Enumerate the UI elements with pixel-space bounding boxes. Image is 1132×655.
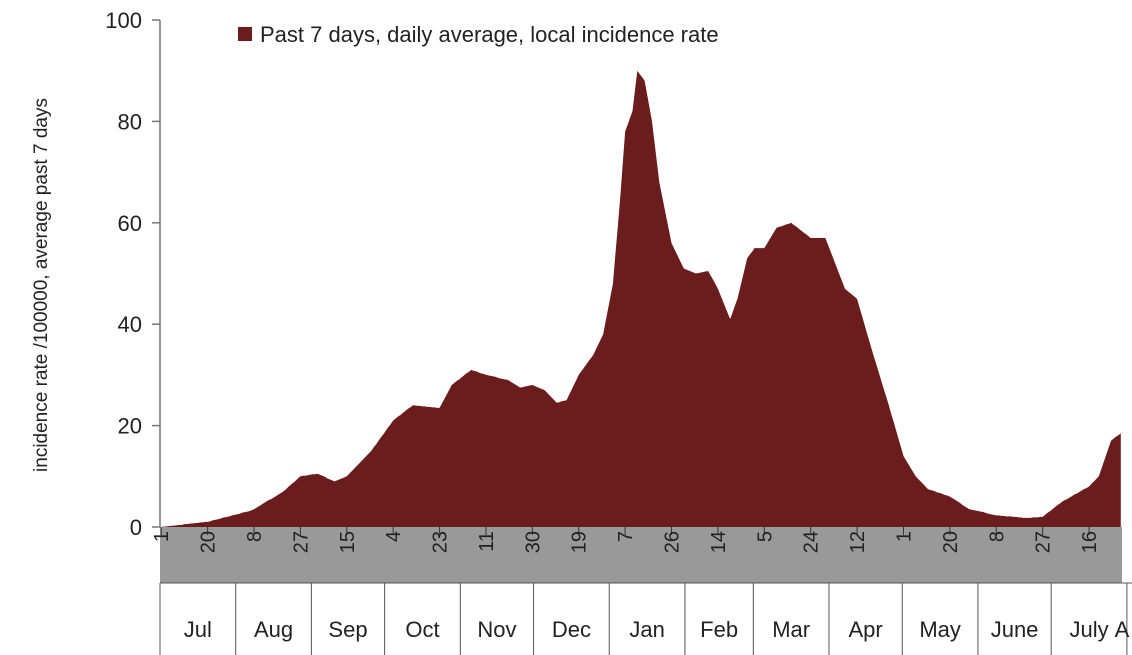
x-tick-label: 16 [1079,531,1101,553]
month-label: Nov [477,617,516,642]
y-axis-label: incidence rate /100000, average past 7 d… [31,98,52,472]
x-tick-label: 20 [198,531,220,553]
month-label: June [991,617,1039,642]
y-tick-label: 0 [130,515,142,540]
x-tick-label: 8 [244,531,266,542]
x-tick-label: 27 [290,531,312,553]
month-label: Dec [552,617,591,642]
x-tick-label: 12 [847,531,869,553]
legend-label: Past 7 days, daily average, local incide… [260,22,719,47]
x-tick-label: 1 [893,531,915,542]
x-tick-label: 7 [615,531,637,542]
month-label: Sep [328,617,367,642]
month-label: Oct [405,617,439,642]
x-tick-label: 14 [708,531,730,553]
x-tick-label: 4 [383,531,405,542]
month-label: Apr [849,617,883,642]
x-tick-label: 8 [986,531,1008,542]
x-tick-label: 24 [801,531,823,553]
x-tick-label: 15 [337,531,359,553]
x-tick-label: 30 [522,531,544,553]
y-tick-label: 60 [118,211,142,236]
y-tick-label: 80 [118,109,142,134]
x-tick-label: 5 [754,531,776,542]
x-tick-label: 26 [662,531,684,553]
x-tick-label: 11 [476,531,498,552]
month-label: July [1069,617,1108,642]
y-tick-label: 100 [105,8,142,33]
month-label: Aug [254,617,293,642]
x-tick-label: 19 [569,531,591,553]
x-tick-label: 1 [151,531,173,542]
month-label: Jan [629,617,664,642]
x-tick-label: 20 [940,531,962,553]
y-tick-label: 40 [118,312,142,337]
x-tick-label: 27 [1033,531,1055,553]
month-label: May [919,617,961,642]
month-label: Jul [184,617,212,642]
area [161,70,1121,527]
y-tick-label: 20 [118,414,142,439]
month-label: Feb [700,617,738,642]
month-label: A [1115,617,1130,642]
legend-swatch [238,27,252,41]
x-tick-label: 23 [430,531,452,553]
month-label: Mar [772,617,810,642]
category-band [160,527,1122,583]
